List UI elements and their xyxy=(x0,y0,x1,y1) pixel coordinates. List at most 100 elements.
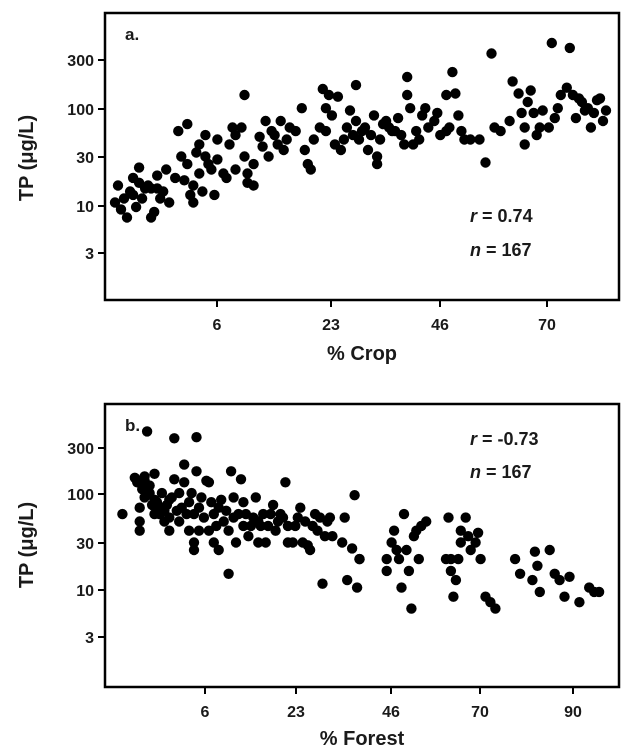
data-point xyxy=(134,502,145,513)
panel-b-y-axis: 300 100 30 10 3 xyxy=(67,441,105,647)
data-point xyxy=(600,105,612,116)
y-tick-label: 30 xyxy=(76,536,94,553)
data-point xyxy=(183,497,195,508)
data-point xyxy=(456,125,467,137)
panel-a-x-title: % Crop xyxy=(327,343,397,365)
data-point xyxy=(225,466,237,477)
panel-a-y-title: TP (μg/L) xyxy=(16,115,38,201)
data-point xyxy=(594,93,606,104)
data-point xyxy=(406,603,417,614)
data-point xyxy=(554,574,565,586)
data-point xyxy=(561,82,572,93)
y-tick-label: 10 xyxy=(76,199,94,216)
data-point xyxy=(537,105,548,116)
data-point xyxy=(432,107,443,119)
data-point xyxy=(534,586,545,598)
data-point xyxy=(444,122,455,133)
data-point xyxy=(290,520,301,532)
data-point xyxy=(238,497,249,508)
data-point xyxy=(121,212,133,223)
data-point xyxy=(543,122,554,133)
data-point xyxy=(212,154,223,165)
data-point xyxy=(144,480,155,491)
data-point xyxy=(176,151,187,162)
data-point xyxy=(169,433,180,444)
x-tick-label: 6 xyxy=(201,704,210,721)
data-point xyxy=(401,544,412,556)
data-point xyxy=(472,527,484,538)
data-point xyxy=(414,134,425,145)
data-point xyxy=(267,499,279,511)
data-point xyxy=(529,546,541,557)
data-point xyxy=(134,525,145,536)
data-point xyxy=(504,115,515,127)
data-point xyxy=(522,96,533,108)
data-point xyxy=(250,492,261,503)
data-point xyxy=(141,426,153,437)
data-point xyxy=(455,537,466,548)
data-point xyxy=(480,157,491,168)
data-point xyxy=(585,122,597,133)
data-point xyxy=(242,168,253,179)
data-point xyxy=(290,125,301,137)
data-point xyxy=(388,525,400,536)
data-point xyxy=(280,477,291,488)
x-tick-label: 46 xyxy=(382,704,400,721)
data-point xyxy=(260,115,271,127)
data-point xyxy=(203,525,215,536)
data-point xyxy=(528,107,539,119)
data-point xyxy=(552,103,563,114)
data-point xyxy=(312,525,323,536)
data-point xyxy=(420,103,431,114)
data-point xyxy=(196,492,207,503)
data-point xyxy=(450,574,462,586)
panel-a-n-label: n xyxy=(470,240,481,260)
y-tick-label: 3 xyxy=(85,246,94,263)
data-point xyxy=(465,134,476,145)
x-tick-label: 90 xyxy=(564,704,582,721)
data-point xyxy=(197,186,208,197)
data-point xyxy=(421,516,432,527)
data-point xyxy=(564,42,575,54)
panel-b-n-value: = 167 xyxy=(486,462,532,482)
x-tick-label: 23 xyxy=(287,704,305,721)
data-point xyxy=(455,525,466,536)
data-point xyxy=(559,591,570,602)
panel-b-n-stat: n = 167 xyxy=(470,462,532,482)
data-point xyxy=(374,134,386,145)
panel-b-label: b. xyxy=(125,416,140,435)
data-point xyxy=(200,129,211,141)
y-tick-label: 300 xyxy=(67,53,94,70)
data-point xyxy=(152,170,163,181)
data-point xyxy=(281,134,292,145)
data-point xyxy=(109,197,121,208)
data-point xyxy=(546,37,557,49)
x-tick-label: 70 xyxy=(471,704,489,721)
data-point xyxy=(396,129,407,141)
data-point xyxy=(213,544,224,556)
data-point xyxy=(346,543,358,554)
data-point xyxy=(179,175,190,186)
data-point xyxy=(193,502,205,513)
data-point xyxy=(257,141,268,152)
data-point xyxy=(188,180,199,191)
data-point xyxy=(324,512,336,523)
data-point xyxy=(183,525,195,536)
data-point xyxy=(149,206,160,218)
data-point xyxy=(230,164,241,175)
data-point xyxy=(319,531,331,542)
data-point xyxy=(164,525,175,536)
data-point xyxy=(327,531,338,542)
data-point xyxy=(191,466,202,477)
data-point xyxy=(396,582,407,593)
data-point xyxy=(371,151,383,162)
data-point xyxy=(248,180,259,191)
panel-b-y-title: TP (μg/L) xyxy=(16,502,38,588)
data-point xyxy=(156,487,168,499)
data-point xyxy=(450,88,461,99)
data-point xyxy=(212,134,223,145)
data-point xyxy=(445,565,457,577)
data-point xyxy=(305,164,316,175)
data-point xyxy=(320,125,332,137)
